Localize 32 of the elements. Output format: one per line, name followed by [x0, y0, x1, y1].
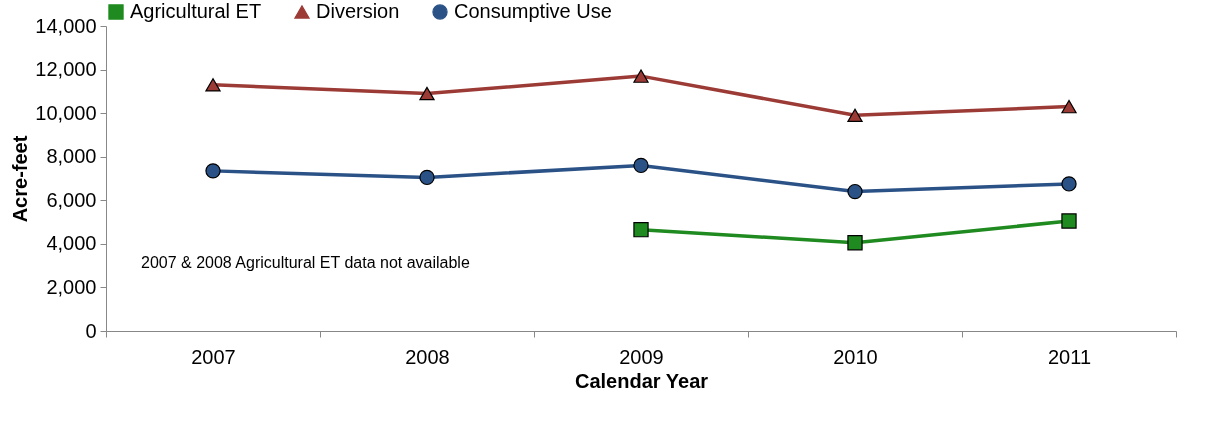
point — [633, 69, 649, 83]
point — [847, 183, 863, 200]
x-tick-label: 2011 — [1047, 345, 1092, 368]
point — [633, 222, 649, 238]
point — [1061, 99, 1077, 114]
annotation: 2007 & 2008 Agricultural ET data not available — [141, 254, 470, 271]
point — [205, 78, 221, 92]
y-tick-label: 4,000 — [46, 232, 97, 255]
legend-label: Agricultural ET — [130, 0, 262, 22]
y-tick-label: 8,000 — [46, 145, 97, 168]
y-tick-label: 2,000 — [46, 275, 97, 298]
x-tick-label: 2010 — [833, 345, 878, 368]
y-tick-label: 10,000 — [35, 101, 97, 124]
y-tick-label: 12,000 — [35, 58, 97, 81]
y-tick-label: 6,000 — [46, 188, 97, 211]
point — [847, 235, 863, 251]
point — [205, 163, 221, 179]
y-axis-title: Acre-feet — [9, 135, 32, 223]
legend-label: Diversion — [316, 0, 400, 22]
point — [1061, 213, 1077, 229]
x-tick-label: 2008 — [405, 345, 450, 368]
point — [633, 157, 649, 174]
point — [1061, 176, 1077, 192]
legend-label: Consumptive Use — [454, 0, 612, 22]
y-tick-label: 0 — [85, 319, 97, 342]
point — [847, 108, 863, 123]
point — [419, 169, 435, 186]
x-tick-label: 2009 — [619, 345, 664, 368]
x-axis-title: Calendar Year — [574, 369, 709, 392]
y-tick-label: 14,000 — [35, 14, 97, 37]
x-tick-label: 2007 — [191, 345, 236, 368]
point — [419, 86, 435, 101]
